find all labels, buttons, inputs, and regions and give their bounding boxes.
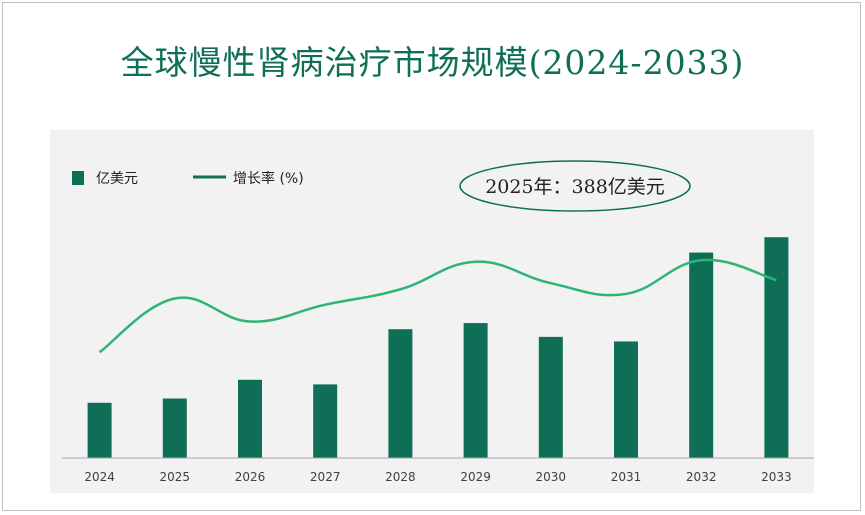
x-tick-labels: 2024 2025 2026 2027 2028 2029 2030 2031 2032 2033 (84, 470, 791, 484)
bar-2032 (689, 252, 714, 458)
bar-series (87, 237, 789, 458)
x-tick-2025: 2025 (160, 470, 191, 484)
chart-title: 全球慢性肾病治疗市场规模(2024-2033) (120, 43, 745, 82)
legend-bar-label: 亿美元 (96, 171, 138, 187)
bar-2031 (614, 341, 638, 458)
x-tick-2028: 2028 (385, 470, 416, 484)
legend-line-label: 增长率 (%) (233, 170, 304, 187)
x-tick-2027: 2027 (310, 470, 341, 484)
bar-2029 (463, 323, 488, 458)
x-tick-2024: 2024 (84, 470, 115, 484)
bar-2027 (313, 384, 338, 458)
bar-2025 (162, 398, 187, 458)
annotation-ellipse (459, 160, 691, 212)
bar-2030 (538, 336, 563, 458)
bar-2028 (388, 329, 413, 458)
x-tick-2029: 2029 (460, 470, 491, 484)
bar-2026 (238, 379, 262, 458)
bar-2024 (87, 402, 112, 458)
x-tick-2026: 2026 (235, 470, 266, 484)
legend: 亿美元 增长率 (%) (72, 170, 304, 187)
x-tick-2033: 2033 (761, 470, 792, 484)
bar-2033 (764, 237, 789, 458)
annotation-text: 2025年：388亿美元 (485, 176, 665, 198)
legend-bar-swatch (72, 171, 84, 185)
growth-rate-line (98, 258, 777, 354)
x-tick-2031: 2031 (611, 470, 642, 484)
x-tick-2032: 2032 (686, 470, 717, 484)
annotation-callout: 2025年：388亿美元 (459, 160, 691, 212)
x-tick-2030: 2030 (536, 470, 567, 484)
